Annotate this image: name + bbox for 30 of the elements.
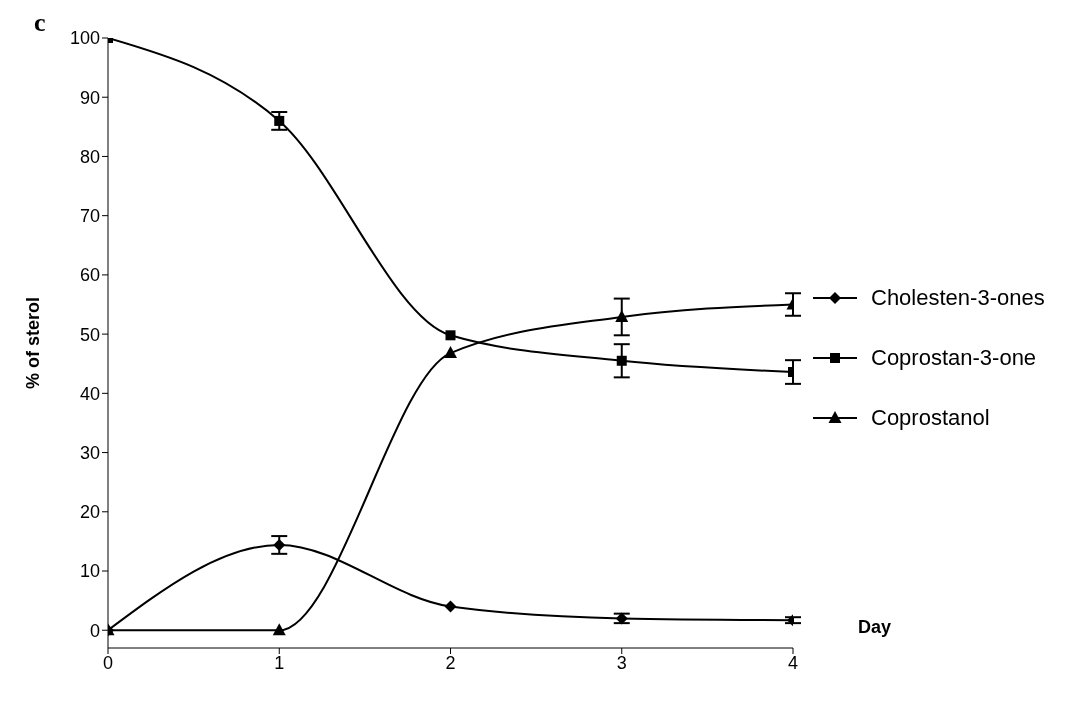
y-tick-label: 10: [79, 561, 100, 582]
x-tick-label: 2: [445, 652, 456, 673]
point: [616, 355, 627, 366]
y-tick-label: 80: [79, 146, 100, 167]
y-tick-label: 70: [79, 206, 100, 227]
legend-label: Cholesten-3-ones: [871, 285, 1045, 311]
x-tick-label: 0: [102, 652, 114, 673]
y-tick-label: 30: [79, 442, 100, 463]
y-tick-label: 20: [79, 502, 100, 523]
legend-label: Coprostan-3-one: [871, 345, 1037, 371]
point: [273, 538, 286, 551]
legend-label: Coprostanol: [871, 405, 990, 431]
point: [615, 309, 629, 322]
x-tick-label: 4: [787, 652, 799, 673]
point: [444, 600, 457, 613]
point: [272, 623, 286, 636]
y-tick-label: 100: [69, 28, 100, 49]
x-tick-label: 1: [274, 652, 285, 673]
point: [444, 346, 457, 359]
y-tick-label: 60: [79, 265, 100, 286]
y-tick-label: 90: [79, 87, 100, 108]
y-tick-label: 40: [79, 383, 100, 404]
x-tick-label: 3: [616, 652, 627, 673]
x-axis-title: Day: [857, 616, 891, 637]
point: [274, 115, 285, 126]
y-axis-title: % of sterol: [23, 296, 44, 390]
y-tick-label: 0: [89, 620, 100, 641]
point: [445, 330, 456, 341]
y-tick-label: 50: [79, 324, 100, 345]
chart-title: c: [34, 8, 46, 38]
